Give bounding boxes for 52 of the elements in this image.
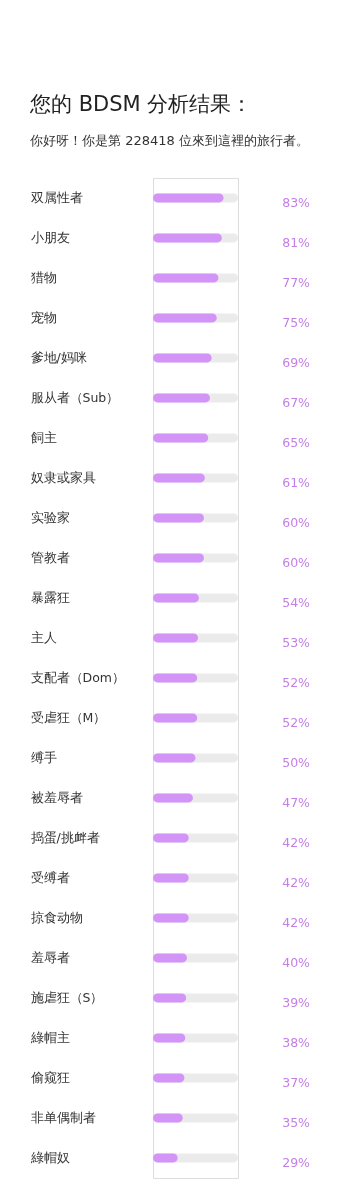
y-tick-label: 暴露狂 <box>30 590 70 605</box>
y-tick-label: 实验家 <box>30 510 70 525</box>
data-label: 52% <box>282 675 311 690</box>
data-label: 50% <box>282 755 311 770</box>
data-label: 42% <box>282 915 311 930</box>
data-label: 77% <box>282 275 311 290</box>
y-tick-label: 缚手 <box>30 750 57 765</box>
y-tick-label: 支配者（Dom） <box>30 670 125 685</box>
y-tick-label: 綠帽主 <box>29 1030 70 1045</box>
data-label: 37% <box>282 1075 311 1090</box>
data-label: 40% <box>282 955 311 970</box>
data-label: 52% <box>282 715 311 730</box>
y-tick-label: 捣蛋/挑衅者 <box>30 830 100 845</box>
data-label: 60% <box>282 515 311 530</box>
y-tick-label: 綠帽奴 <box>29 1150 70 1165</box>
data-label: 39% <box>282 995 311 1010</box>
y-tick-label: 受虐狂（M） <box>30 710 107 725</box>
chart-subtitle: 你好呀！你是第 228418 位來到這裡的旅行者。 <box>29 133 309 148</box>
y-tick-label: 非单偶制者 <box>30 1110 96 1125</box>
y-tick-label: 爹地/妈咪 <box>30 350 87 365</box>
y-tick-label: 被羞辱者 <box>30 790 83 805</box>
data-label: 38% <box>282 1035 311 1050</box>
data-label: 29% <box>282 1155 311 1170</box>
y-tick-label: 奴隶或家具 <box>30 470 96 485</box>
data-label: 42% <box>282 875 311 890</box>
chart-title: 您的 BDSM 分析结果： <box>29 92 253 116</box>
y-tick-label: 飼主 <box>30 430 57 445</box>
y-tick-label: 受缚者 <box>30 870 70 885</box>
y-tick-label: 服从者（Sub） <box>30 390 120 405</box>
data-label: 65% <box>282 435 311 450</box>
data-label: 47% <box>282 795 311 810</box>
data-label: 35% <box>282 1115 311 1130</box>
data-label: 75% <box>282 315 311 330</box>
data-label: 60% <box>282 555 311 570</box>
y-tick-label: 施虐狂（S） <box>30 990 104 1005</box>
y-tick-label: 羞辱者 <box>30 950 70 965</box>
y-tick-label: 小朋友 <box>30 230 70 245</box>
data-label: 42% <box>282 835 311 850</box>
y-tick-label: 猎物 <box>30 270 57 285</box>
y-tick-label: 偷窥狂 <box>30 1070 70 1085</box>
data-label: 54% <box>282 595 311 610</box>
y-tick-label: 掠食动物 <box>30 910 83 925</box>
data-label: 61% <box>282 475 311 490</box>
data-label: 69% <box>282 355 311 370</box>
data-label: 81% <box>282 235 311 250</box>
data-label: 67% <box>282 395 311 410</box>
data-label: 53% <box>282 635 311 650</box>
y-tick-label: 宠物 <box>30 310 57 325</box>
y-tick-label: 主人 <box>30 630 57 645</box>
y-tick-label: 管教者 <box>30 550 70 565</box>
y-tick-label: 双属性者 <box>30 190 83 205</box>
data-label: 83% <box>282 195 311 210</box>
